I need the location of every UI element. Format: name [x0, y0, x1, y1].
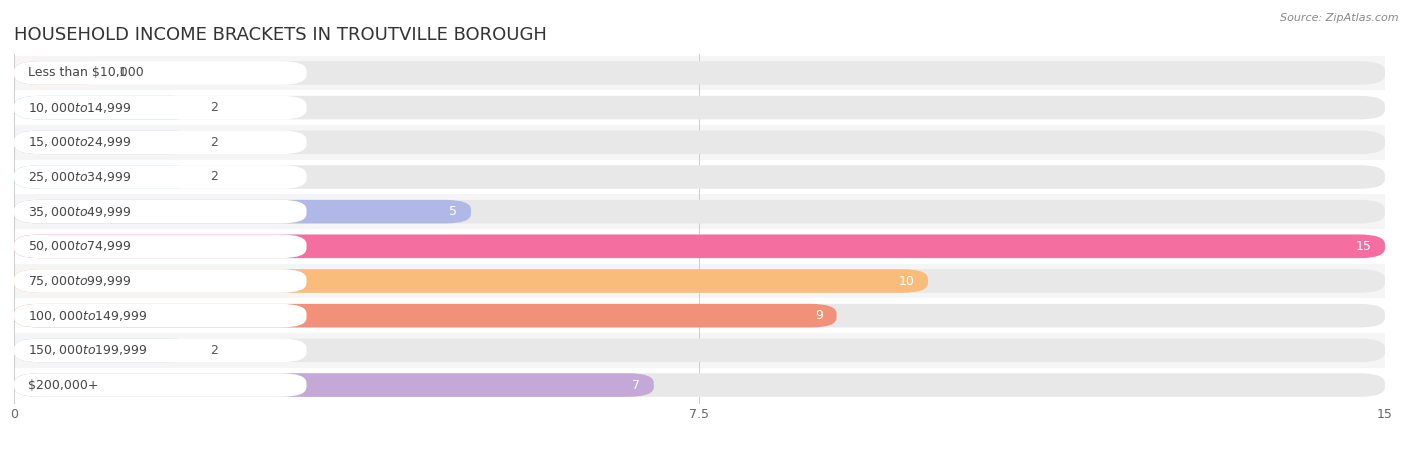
FancyBboxPatch shape	[14, 200, 1385, 224]
FancyBboxPatch shape	[14, 373, 654, 397]
Text: $200,000+: $200,000+	[28, 379, 98, 392]
FancyBboxPatch shape	[14, 200, 307, 224]
Bar	[14, 264, 1385, 298]
FancyBboxPatch shape	[14, 61, 1385, 85]
FancyBboxPatch shape	[14, 234, 1385, 258]
Text: 2: 2	[211, 101, 218, 114]
Text: $150,000 to $199,999: $150,000 to $199,999	[28, 343, 148, 357]
FancyBboxPatch shape	[14, 234, 307, 258]
Text: $75,000 to $99,999: $75,000 to $99,999	[28, 274, 131, 288]
FancyBboxPatch shape	[14, 339, 1385, 362]
Bar	[14, 333, 1385, 368]
Text: 2: 2	[211, 344, 218, 357]
Bar	[14, 56, 1385, 90]
FancyBboxPatch shape	[14, 165, 197, 189]
Bar	[14, 194, 1385, 229]
FancyBboxPatch shape	[14, 269, 1385, 293]
Text: 1: 1	[120, 66, 127, 79]
Text: Source: ZipAtlas.com: Source: ZipAtlas.com	[1281, 13, 1399, 23]
FancyBboxPatch shape	[14, 304, 837, 327]
Text: $50,000 to $74,999: $50,000 to $74,999	[28, 239, 131, 253]
Text: $25,000 to $34,999: $25,000 to $34,999	[28, 170, 131, 184]
FancyBboxPatch shape	[14, 165, 1385, 189]
FancyBboxPatch shape	[14, 200, 471, 224]
Text: 7: 7	[633, 379, 640, 392]
Text: $35,000 to $49,999: $35,000 to $49,999	[28, 205, 131, 219]
FancyBboxPatch shape	[14, 96, 197, 119]
FancyBboxPatch shape	[14, 131, 307, 154]
FancyBboxPatch shape	[14, 61, 105, 85]
FancyBboxPatch shape	[14, 131, 1385, 154]
Bar	[14, 298, 1385, 333]
Text: 15: 15	[1355, 240, 1371, 253]
FancyBboxPatch shape	[14, 339, 197, 362]
Bar	[14, 125, 1385, 160]
FancyBboxPatch shape	[14, 61, 307, 85]
Text: $100,000 to $149,999: $100,000 to $149,999	[28, 308, 148, 323]
Bar	[14, 368, 1385, 402]
Bar	[14, 90, 1385, 125]
FancyBboxPatch shape	[14, 269, 928, 293]
FancyBboxPatch shape	[14, 96, 1385, 119]
FancyBboxPatch shape	[14, 373, 1385, 397]
Text: 2: 2	[211, 136, 218, 149]
FancyBboxPatch shape	[14, 304, 1385, 327]
Bar	[14, 160, 1385, 194]
FancyBboxPatch shape	[14, 131, 197, 154]
FancyBboxPatch shape	[14, 96, 307, 119]
Text: Less than $10,000: Less than $10,000	[28, 66, 143, 79]
FancyBboxPatch shape	[14, 304, 307, 327]
FancyBboxPatch shape	[14, 373, 307, 397]
Text: $10,000 to $14,999: $10,000 to $14,999	[28, 101, 131, 114]
Text: 9: 9	[815, 309, 823, 322]
FancyBboxPatch shape	[14, 339, 307, 362]
Text: 2: 2	[211, 171, 218, 184]
Text: HOUSEHOLD INCOME BRACKETS IN TROUTVILLE BOROUGH: HOUSEHOLD INCOME BRACKETS IN TROUTVILLE …	[14, 26, 547, 44]
Bar	[14, 229, 1385, 264]
FancyBboxPatch shape	[14, 165, 307, 189]
FancyBboxPatch shape	[14, 269, 307, 293]
FancyBboxPatch shape	[14, 234, 1385, 258]
Text: $15,000 to $24,999: $15,000 to $24,999	[28, 135, 131, 150]
Text: 10: 10	[898, 274, 914, 287]
Text: 5: 5	[450, 205, 457, 218]
